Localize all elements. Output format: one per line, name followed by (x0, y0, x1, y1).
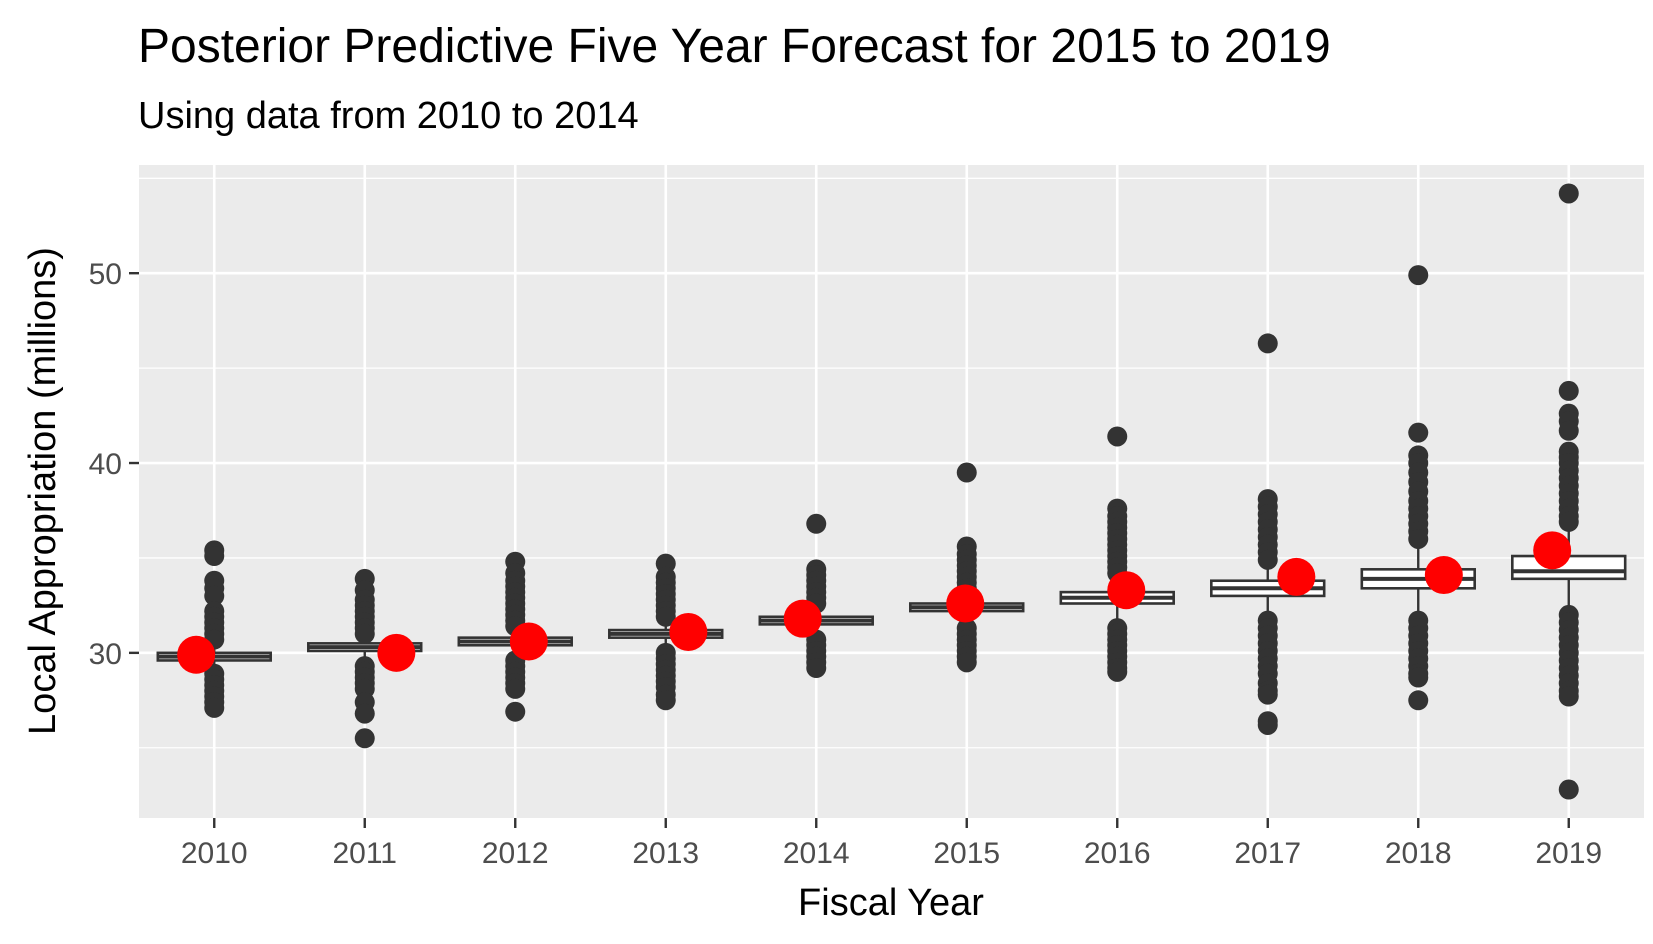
outlier-point (1408, 528, 1429, 549)
outlier-point (1257, 549, 1278, 570)
observed-point-2016 (1107, 571, 1146, 610)
observed-point-2015 (946, 584, 985, 623)
x-tick-label: 2013 (632, 837, 699, 870)
outlier-point (1408, 690, 1429, 711)
outlier-point (1257, 684, 1278, 705)
outlier-point (956, 652, 977, 673)
outlier-point (1107, 426, 1128, 447)
outlier-point (1408, 265, 1429, 286)
observed-point-2011 (377, 633, 416, 672)
x-axis-title: Fiscal Year (798, 882, 984, 924)
outlier-point (1408, 422, 1429, 443)
axes: 30 40 50 2010 2011 2012 2013 2014 2015 2016 2017 20… (89, 258, 1603, 870)
outlier-point (655, 606, 676, 627)
outlier-point (1107, 661, 1128, 682)
x-tick-label: 2018 (1385, 837, 1452, 870)
observed-point-2017 (1277, 557, 1316, 596)
outlier-point (655, 690, 676, 711)
outlier-point (1558, 420, 1579, 441)
x-tick-label: 2016 (1084, 837, 1151, 870)
outlier-point (204, 585, 225, 606)
x-tick-label: 2010 (181, 837, 248, 870)
outlier-point (1257, 333, 1278, 354)
observed-point-2014 (783, 599, 822, 638)
observed-point-2012 (509, 622, 548, 661)
outlier-point (505, 678, 526, 699)
outlier-point (204, 697, 225, 718)
x-tick-label: 2014 (783, 837, 850, 870)
observed-point-2010 (177, 635, 216, 674)
outlier-point (1257, 714, 1278, 735)
observed-point-2019 (1533, 531, 1572, 570)
outlier-point (204, 546, 225, 567)
outlier-point (806, 658, 827, 679)
x-tick-label: 2019 (1535, 837, 1602, 870)
outlier-point (1558, 511, 1579, 532)
x-tick-label: 2015 (933, 837, 1000, 870)
y-tick-label: 40 (89, 448, 122, 481)
x-tick-label: 2017 (1234, 837, 1301, 870)
chart-subtitle: Using data from 2010 to 2014 (138, 95, 639, 137)
chart-title: Posterior Predictive Five Year Forecast … (138, 20, 1331, 73)
outlier-point (1558, 380, 1579, 401)
x-tick-label: 2011 (332, 837, 397, 870)
y-tick-label: 50 (89, 258, 122, 291)
observed-point-2013 (669, 612, 708, 651)
outlier-point (354, 728, 375, 749)
y-tick-label: 30 (89, 638, 122, 671)
outlier-point (354, 623, 375, 644)
outlier-point (1558, 686, 1579, 707)
outlier-point (1408, 667, 1429, 688)
x-tick-label: 2012 (482, 837, 549, 870)
outlier-point (505, 701, 526, 722)
outlier-point (1558, 779, 1579, 800)
outlier-point (1558, 183, 1579, 204)
outlier-point (806, 513, 827, 534)
observed-point-2018 (1424, 556, 1463, 595)
outlier-point (956, 462, 977, 483)
y-axis-title: Local Appropriation (millions) (22, 247, 64, 735)
outlier-point (354, 703, 375, 724)
observed-points (177, 531, 1572, 674)
